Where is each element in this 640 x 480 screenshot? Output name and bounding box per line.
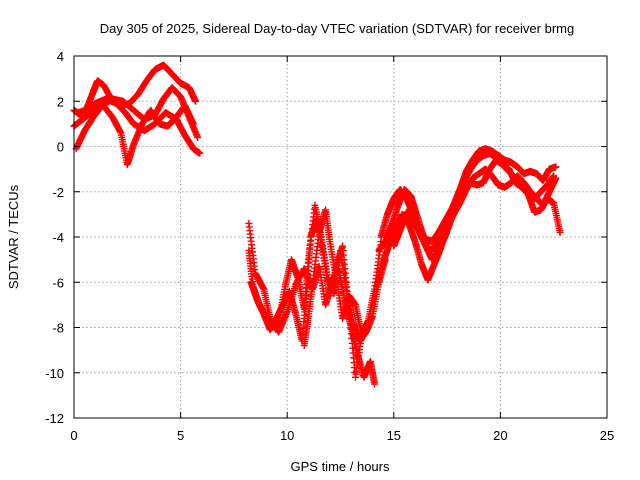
x-tick-label: 10 — [280, 428, 294, 443]
y-tick-label: 2 — [57, 94, 64, 109]
data-point — [371, 380, 379, 388]
x-axis-label: GPS time / hours — [291, 459, 390, 474]
y-tick-label: -4 — [52, 230, 64, 245]
series-trace-3 — [74, 95, 204, 157]
data-point — [194, 133, 202, 141]
y-tick-label: -8 — [52, 321, 64, 336]
axis-ticks: 0 5 10 15 20 25 -12 -10 -8 -6 -4 -2 0 2 4 — [45, 49, 614, 443]
grid-lines — [74, 56, 607, 418]
x-tick-label: 0 — [70, 428, 77, 443]
y-tick-label: -12 — [45, 411, 64, 426]
y-tick-label: 0 — [57, 140, 64, 155]
y-tick-label: -2 — [52, 185, 64, 200]
data-point — [556, 228, 564, 236]
y-tick-label: -6 — [52, 275, 64, 290]
data-point — [364, 324, 372, 331]
y-tick-label: -10 — [45, 366, 64, 381]
y-axis-label: SDTVAR / TECUs — [6, 184, 21, 289]
series-trace-8 — [300, 206, 372, 350]
chart-title: Day 305 of 2025, Sidereal Day-to-day VTE… — [100, 21, 574, 36]
x-tick-label: 15 — [387, 428, 401, 443]
x-tick-label: 20 — [493, 428, 507, 443]
data-point — [550, 172, 558, 180]
data-point — [189, 120, 197, 128]
x-tick-label: 25 — [600, 428, 614, 443]
series-trace-12 — [377, 149, 558, 246]
data-point — [196, 149, 204, 157]
data-point — [552, 163, 560, 171]
series-trace-4 — [70, 100, 197, 169]
x-tick-label: 5 — [177, 428, 184, 443]
data-point — [192, 97, 200, 105]
y-tick-label: 4 — [57, 49, 64, 64]
data-marks — [70, 61, 564, 388]
